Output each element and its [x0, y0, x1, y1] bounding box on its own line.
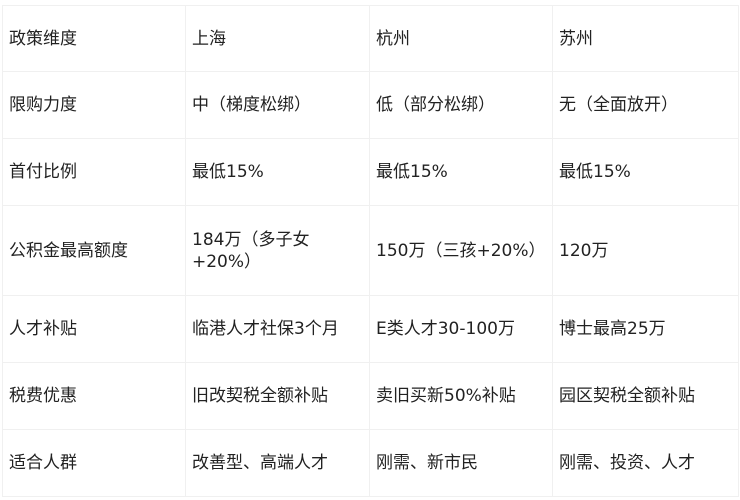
table-cell: 中（梯度松绑） — [185, 71, 370, 139]
table-cell: 临港人才社保3个月 — [185, 295, 370, 363]
table-cell: 最低15% — [185, 138, 370, 206]
table-row: 人才补贴 临港人才社保3个月 E类人才30-100万 博士最高25万 — [2, 295, 739, 363]
header-cell: 政策维度 — [2, 5, 186, 72]
table-cell: 120万 — [552, 205, 739, 296]
row-label-cell: 公积金最高额度 — [2, 205, 186, 296]
table-row: 首付比例 最低15% 最低15% 最低15% — [2, 138, 739, 206]
table-cell: 150万（三孩+20%） — [369, 205, 553, 296]
row-label-cell: 人才补贴 — [2, 295, 186, 363]
table-cell: 园区契税全额补贴 — [552, 362, 739, 430]
table-row: 税费优惠 旧改契税全额补贴 卖旧买新50%补贴 园区契税全额补贴 — [2, 362, 739, 430]
table-cell: 最低15% — [369, 138, 553, 206]
table-cell: 低（部分松绑） — [369, 71, 553, 139]
policy-comparison-table: 政策维度 上海 杭州 苏州 限购力度 中（梯度松绑） 低（部分松绑） 无（全面放开） 首付比例最… — [2, 5, 739, 497]
table-cell: 刚需、投资、人才 — [552, 429, 739, 497]
table-cell: 卖旧买新50%补贴 — [369, 362, 553, 430]
table-cell: 无（全面放开） — [552, 71, 739, 139]
row-label-cell: 限购力度 — [2, 71, 186, 139]
row-label-cell: 适合人群 — [2, 429, 186, 497]
row-label-cell: 税费优惠 — [2, 362, 186, 430]
table-cell: 最低15% — [552, 138, 739, 206]
header-cell: 杭州 — [369, 5, 553, 72]
table-cell: 184万（多子女+20%） — [185, 205, 370, 296]
table-cell: 刚需、新市民 — [369, 429, 553, 497]
table-cell: 博士最高25万 — [552, 295, 739, 363]
table-row: 公积金最高额度 184万（多子女+20%） 150万（三孩+20%） 120万 — [2, 205, 739, 296]
table-cell: E类人才30-100万 — [369, 295, 553, 363]
table-cell: 旧改契税全额补贴 — [185, 362, 370, 430]
table-cell: 改善型、高端人才 — [185, 429, 370, 497]
header-row: 政策维度 上海 杭州 苏州 — [2, 5, 739, 72]
header-cell: 上海 — [185, 5, 370, 72]
header-cell: 苏州 — [552, 5, 739, 72]
table-row: 限购力度 中（梯度松绑） 低（部分松绑） 无（全面放开） — [2, 71, 739, 139]
row-label-cell: 首付比例 — [2, 138, 186, 206]
table-row: 适合人群 改善型、高端人才 刚需、新市民 刚需、投资、人才 — [2, 429, 739, 497]
